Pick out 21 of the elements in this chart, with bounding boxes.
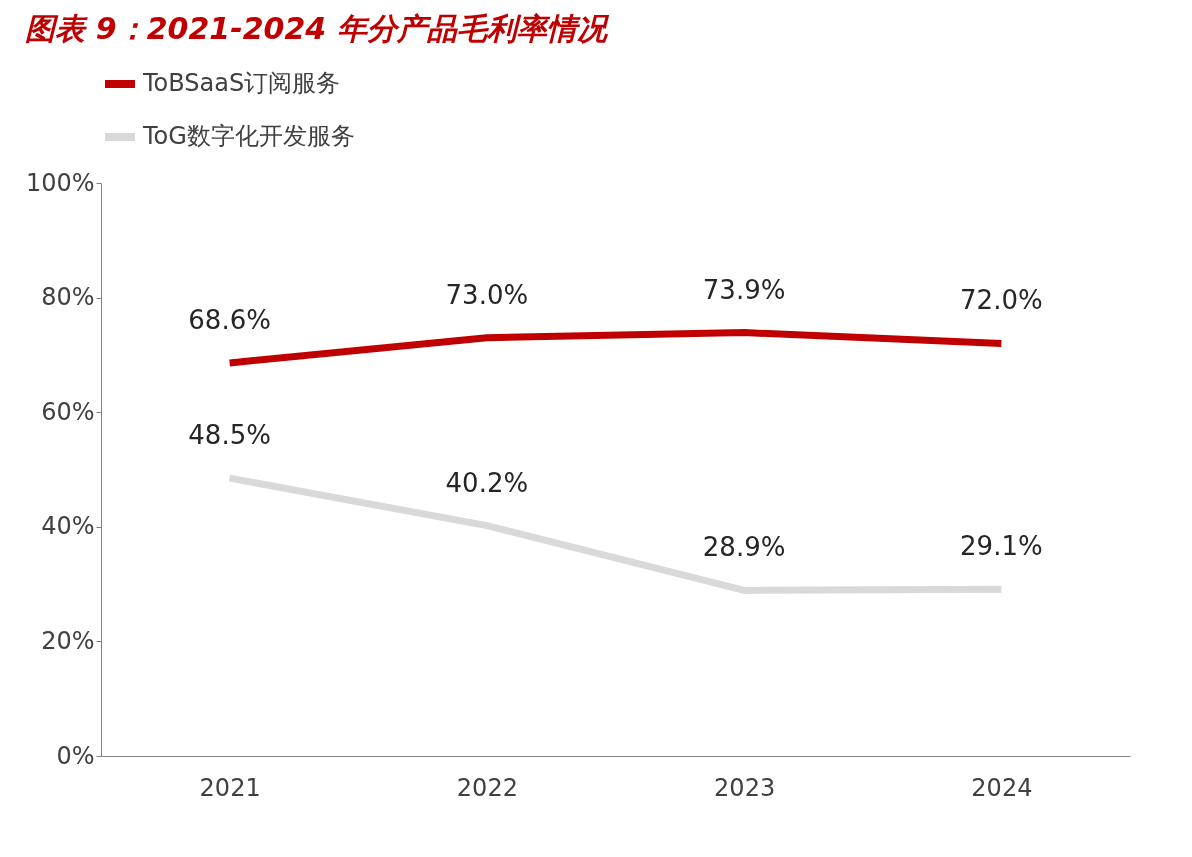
chart-title: 图表 9：2021-2024 年分产品毛利率情况 [25,11,610,46]
y-tick-label: 80% [41,283,95,312]
data-label: 72.0% [960,285,1043,316]
y-tick-label: 20% [41,626,95,655]
data-label: 28.9% [702,532,786,563]
y-tick-label: 40% [41,512,95,541]
x-tick-label: 2022 [456,773,518,802]
data-label: 48.5% [188,420,271,451]
legend-label: ToBSaaS订阅服务 [142,69,341,97]
x-tick-label: 2023 [714,773,776,802]
x-tick-label: 2021 [199,773,261,802]
x-tick-label: 2024 [971,773,1033,802]
data-label: 73.0% [445,279,529,310]
data-label: 73.9% [702,274,786,305]
y-tick-label: 100% [25,168,95,197]
legend-label: ToG数字化开发服务 [142,122,355,150]
y-tick-label: 60% [41,397,95,426]
data-label: 40.2% [445,467,529,498]
y-tick-label: 0% [56,741,95,770]
data-label: 68.6% [188,304,271,335]
data-label: 29.1% [960,531,1043,562]
